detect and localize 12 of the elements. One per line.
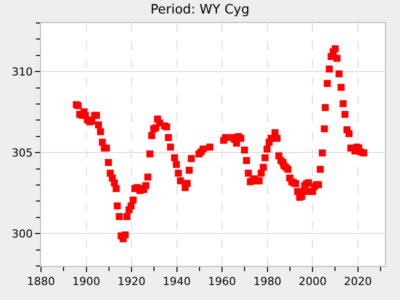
x-tick-label: 1880 (27, 275, 55, 288)
x-tick-label: 1960 (208, 275, 236, 288)
y-tick-label: 310 (12, 65, 33, 78)
x-tick-label: 1920 (118, 275, 146, 288)
y-tick-label: 305 (12, 146, 33, 160)
x-tick-label: 2020 (344, 275, 372, 288)
x-tick-label: 1900 (72, 275, 100, 288)
x-tick-label: 2000 (298, 275, 327, 288)
y-tick-label: 300 (12, 227, 33, 240)
chart-title: Period: WY Cyg (150, 2, 250, 18)
x-tick-label: 1980 (253, 275, 282, 288)
x-tick-label: 1940 (162, 275, 191, 288)
